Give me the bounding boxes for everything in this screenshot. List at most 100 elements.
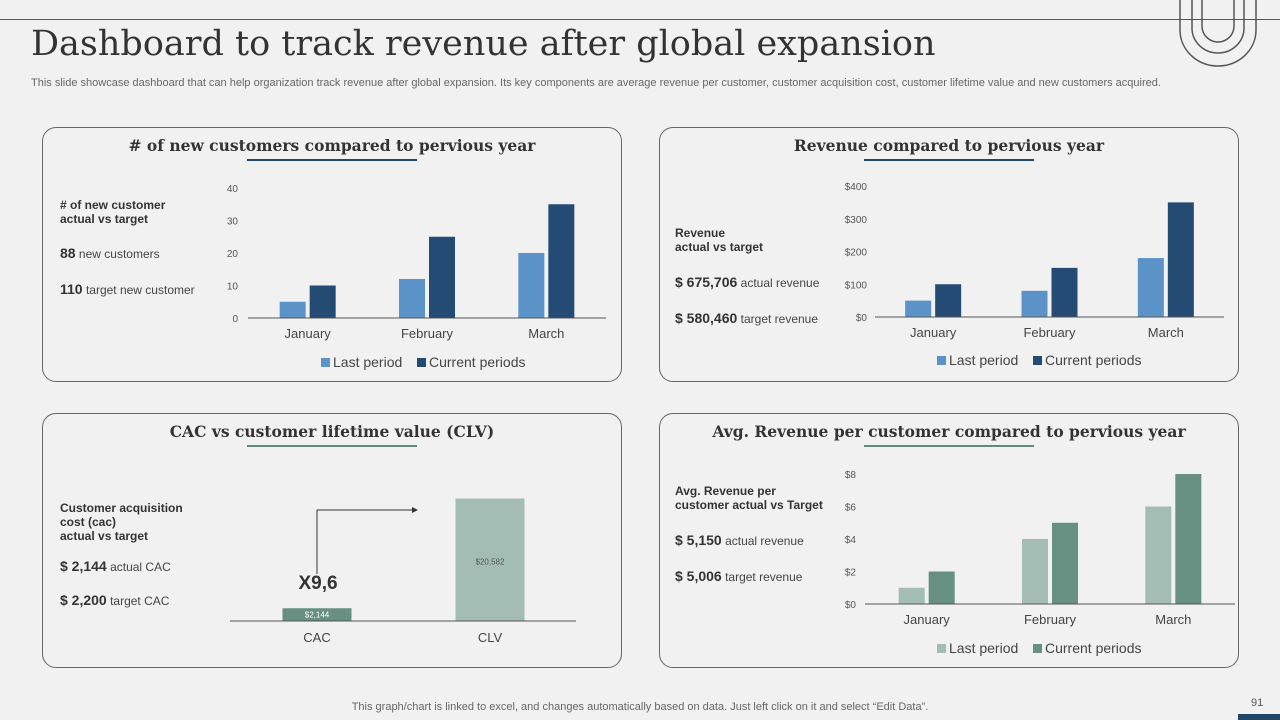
y-tick-label: $300 bbox=[845, 215, 868, 226]
panel-title: Revenue compared to pervious year bbox=[793, 136, 1105, 155]
kpi-actual-value: $ 675,706 bbox=[675, 274, 738, 290]
panel-cac-clv: CAC vs customer lifetime value (CLV) Cus… bbox=[42, 413, 622, 668]
bar-last-period bbox=[898, 587, 925, 604]
y-tick-label: 40 bbox=[227, 184, 239, 195]
x-category-label: CAC bbox=[303, 630, 330, 645]
x-category-label: January bbox=[910, 325, 957, 340]
kpi-target: $ 2,200 target CAC bbox=[60, 592, 169, 608]
kpi-actual-value: 88 bbox=[60, 245, 76, 261]
kpi-target: $ 5,006 target revenue bbox=[675, 568, 802, 584]
kpi-actual-text: new customers bbox=[78, 247, 160, 261]
kpi-target-text: target revenue bbox=[725, 570, 803, 584]
x-category-label: CLV bbox=[478, 630, 503, 645]
legend-swatch-last-period bbox=[321, 358, 330, 367]
title-underline bbox=[864, 445, 1034, 447]
kpi-target-text: target revenue bbox=[740, 312, 819, 326]
x-category-label: March bbox=[1148, 325, 1184, 340]
y-tick-label: $8 bbox=[845, 470, 857, 481]
top-rule bbox=[0, 19, 1280, 20]
bar-clv bbox=[455, 498, 525, 621]
panel-title: # of new customers compared to pervious … bbox=[128, 136, 536, 155]
kpi-label: Avg. Revenue per customer actual vs Targ… bbox=[675, 484, 823, 512]
title-underline bbox=[247, 159, 417, 161]
panel-title: CAC vs customer lifetime value (CLV) bbox=[169, 422, 495, 441]
kpi-target-value: $ 580,460 bbox=[675, 310, 738, 326]
kpi-target: $ 580,460 target revenue bbox=[675, 310, 818, 326]
y-tick-label: 10 bbox=[227, 282, 239, 293]
bar-current-periods bbox=[935, 284, 962, 317]
kpi-target-text: target CAC bbox=[110, 594, 170, 608]
arrow-head-icon bbox=[412, 507, 418, 513]
y-tick-label: $4 bbox=[845, 535, 857, 546]
bar-current-periods bbox=[1052, 522, 1078, 604]
bar-last-period bbox=[518, 253, 545, 318]
bar-current-periods bbox=[1051, 267, 1078, 317]
bar-last-period bbox=[279, 301, 306, 318]
kpi-actual-value: $ 2,144 bbox=[60, 558, 107, 574]
legend-label: Last period bbox=[949, 640, 1018, 656]
growth-arrow bbox=[316, 509, 416, 574]
kpi-actual-text: actual revenue bbox=[725, 534, 804, 548]
bar-current-periods bbox=[928, 571, 955, 604]
y-tick-label: 20 bbox=[227, 249, 239, 260]
kpi-actual: $ 2,144 actual CAC bbox=[60, 558, 171, 574]
page-accent-bar bbox=[1238, 714, 1280, 720]
kpi-target: 110 target new customer bbox=[60, 281, 195, 297]
page-title: Dashboard to track revenue after global … bbox=[31, 24, 936, 64]
y-tick-label: $6 bbox=[845, 503, 857, 514]
x-category-label: March bbox=[528, 326, 564, 341]
legend-label: Current periods bbox=[429, 354, 526, 370]
x-category-label: March bbox=[1155, 612, 1191, 627]
legend-label: Last period bbox=[333, 354, 402, 370]
kpi-actual: 88 new customers bbox=[60, 245, 160, 261]
kpi-actual-value: $ 5,150 bbox=[675, 532, 722, 548]
kpi-target-value: $ 2,200 bbox=[60, 592, 107, 608]
bar-last-period bbox=[1137, 258, 1164, 317]
decorative-ring-icon bbox=[1179, 0, 1257, 67]
panel-revenue: Revenue compared to pervious year Revenu… bbox=[659, 127, 1239, 382]
bar-value-label: $2,144 bbox=[305, 611, 330, 620]
title-underline bbox=[864, 159, 1034, 161]
bar-current-periods bbox=[548, 204, 575, 318]
kpi-actual-text: actual revenue bbox=[740, 276, 820, 290]
kpi-label: Customer acquisition cost (cac) actual v… bbox=[60, 501, 183, 543]
legend-swatch-current-periods bbox=[1033, 356, 1042, 365]
bar-current-periods bbox=[1167, 202, 1194, 317]
multiplier-label: X9,6 bbox=[298, 573, 337, 594]
cac-clv-chart: $2,144 CAC $20,582 CLV X9,6 bbox=[230, 498, 576, 645]
x-category-label: January bbox=[904, 612, 951, 627]
legend-label: Current periods bbox=[1045, 640, 1142, 656]
panel-new-customers: # of new customers compared to pervious … bbox=[42, 127, 622, 382]
legend-swatch-last-period bbox=[937, 356, 946, 365]
legend-swatch-last-period bbox=[937, 644, 946, 653]
y-tick-label: 0 bbox=[232, 314, 238, 325]
bar-current-periods bbox=[309, 285, 336, 318]
kpi-label: # of new customer actual vs target bbox=[60, 198, 166, 226]
kpi-target-value: 110 bbox=[60, 281, 83, 297]
kpi-actual: $ 675,706 actual revenue bbox=[675, 274, 819, 290]
footer-note: This graph/chart is linked to excel, and… bbox=[351, 701, 929, 713]
customers-chart: 0 10 20 30 40 January February March Last period… bbox=[227, 184, 606, 370]
legend-label: Last period bbox=[949, 352, 1018, 368]
page-number: 91 bbox=[1251, 697, 1264, 709]
bar-last-period bbox=[905, 300, 932, 317]
panel-avg-revenue: Avg. Revenue per customer compared to pe… bbox=[659, 413, 1239, 668]
revenue-chart: $0 $100 $200 $300 $400 January February March La… bbox=[845, 182, 1224, 368]
legend-label: Current periods bbox=[1045, 352, 1142, 368]
y-tick-label: $100 bbox=[845, 280, 868, 291]
page-subtitle: This slide showcase dashboard that can h… bbox=[31, 77, 1161, 89]
title-underline bbox=[247, 445, 417, 447]
bar-current-periods bbox=[429, 236, 455, 318]
y-tick-label: $400 bbox=[845, 182, 868, 193]
panel-title: Avg. Revenue per customer compared to pe… bbox=[712, 422, 1186, 441]
x-category-label: February bbox=[401, 326, 454, 341]
y-tick-label: $0 bbox=[856, 313, 868, 324]
y-tick-label: $0 bbox=[845, 600, 857, 611]
bar-current-periods bbox=[1175, 474, 1202, 604]
bar-value-label: $20,582 bbox=[476, 557, 505, 566]
kpi-actual-text: actual CAC bbox=[110, 560, 171, 574]
y-tick-label: $2 bbox=[845, 568, 857, 579]
bar-cac bbox=[282, 608, 352, 621]
legend-swatch-current-periods bbox=[1033, 644, 1042, 653]
avg-revenue-chart: $0 $2 $4 $6 $8 January February March Last perio… bbox=[845, 470, 1235, 656]
